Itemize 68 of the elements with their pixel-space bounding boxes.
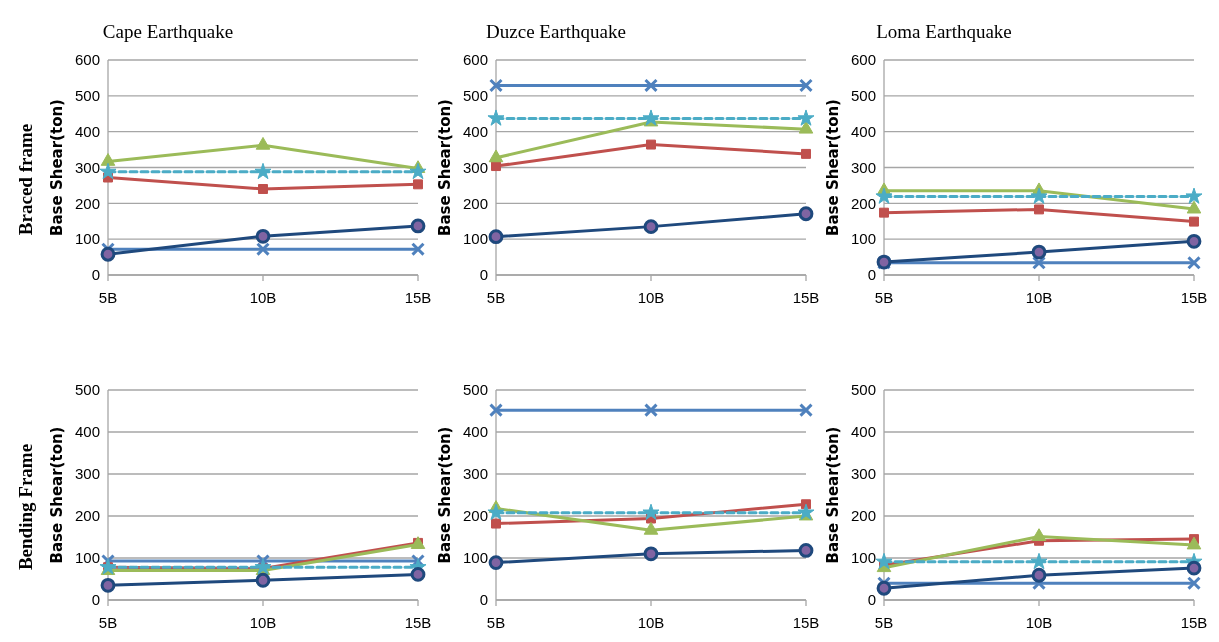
y-tick-label: 400 [850,122,876,140]
x-tick-label: 5B [486,614,506,631]
y-tick-label: 500 [462,381,488,399]
y-tick-label: 300 [850,465,876,483]
y-tick-label: 100 [462,549,488,567]
y-tick-label: 0 [479,266,488,284]
chart-title: Loma Earthquake [876,21,1012,42]
x-tick-label: 15B [792,289,820,306]
y-tick-label: 300 [462,158,488,176]
y-tick-label: 500 [74,87,100,105]
y-tick-label: 100 [850,230,876,248]
y-axis-title: Base Shear(ton) [824,99,842,236]
y-tick-label: 400 [74,122,100,140]
y-tick-label: 0 [91,266,100,284]
text: Braced frame [15,123,36,236]
y-tick-label: 400 [850,423,876,441]
x-tick-label: 10B [1025,289,1053,306]
x-tick-label: 5B [874,289,894,306]
y-tick-label: 100 [850,549,876,567]
x-tick-label: 10B [1025,614,1053,631]
y-tick-label: 500 [850,381,876,399]
x-tick-label: 10B [637,289,665,306]
y-tick-label: 100 [462,230,488,248]
y-tick-label: 300 [74,465,100,483]
y-tick-label: 0 [479,591,488,609]
x-tick-label: 5B [98,614,118,631]
x-tick-label: 10B [249,289,277,306]
y-tick-label: 400 [462,122,488,140]
y-tick-label: 100 [74,549,100,567]
y-tick-label: 200 [462,194,488,212]
x-tick-label: 15B [792,614,820,631]
x-tick-label: 5B [874,614,894,631]
y-tick-label: 200 [74,194,100,212]
x-tick-label: 10B [637,614,665,631]
x-tick-label: 15B [1180,289,1208,306]
y-tick-label: 100 [74,230,100,248]
chart-title: Duzce Earthquake [486,21,626,42]
y-tick-label: 300 [462,465,488,483]
y-tick-label: 200 [850,194,876,212]
y-axis-title: Base Shear(ton) [48,426,66,564]
y-tick-label: 400 [74,423,100,441]
y-axis-title: Base Shear(ton) [824,426,842,564]
chart-title: Cape Earthquake [102,21,234,42]
x-tick-label: 15B [1180,614,1208,631]
text: Bending Frame [15,443,36,571]
y-tick-label: 200 [74,507,100,525]
y-tick-label: 600 [850,51,876,69]
x-tick-label: 5B [486,289,506,306]
y-tick-label: 400 [462,423,488,441]
y-tick-label: 600 [462,51,488,69]
y-tick-label: 0 [867,591,876,609]
y-axis-title: Base Shear(ton) [48,99,66,236]
y-tick-label: 0 [867,266,876,284]
y-tick-label: 200 [462,507,488,525]
y-tick-label: 300 [74,158,100,176]
y-axis-title: Base Shear(ton) [436,426,454,564]
x-tick-label: 15B [404,614,432,631]
y-tick-label: 500 [850,87,876,105]
y-tick-label: 600 [74,51,100,69]
y-tick-label: 300 [850,158,876,176]
x-tick-label: 5B [98,289,118,306]
y-tick-label: 200 [850,507,876,525]
x-tick-label: 15B [404,289,432,306]
y-tick-label: 500 [462,87,488,105]
y-axis-title: Base Shear(ton) [436,99,454,236]
x-tick-label: 10B [249,614,277,631]
y-tick-label: 0 [91,591,100,609]
y-tick-label: 500 [74,381,100,399]
